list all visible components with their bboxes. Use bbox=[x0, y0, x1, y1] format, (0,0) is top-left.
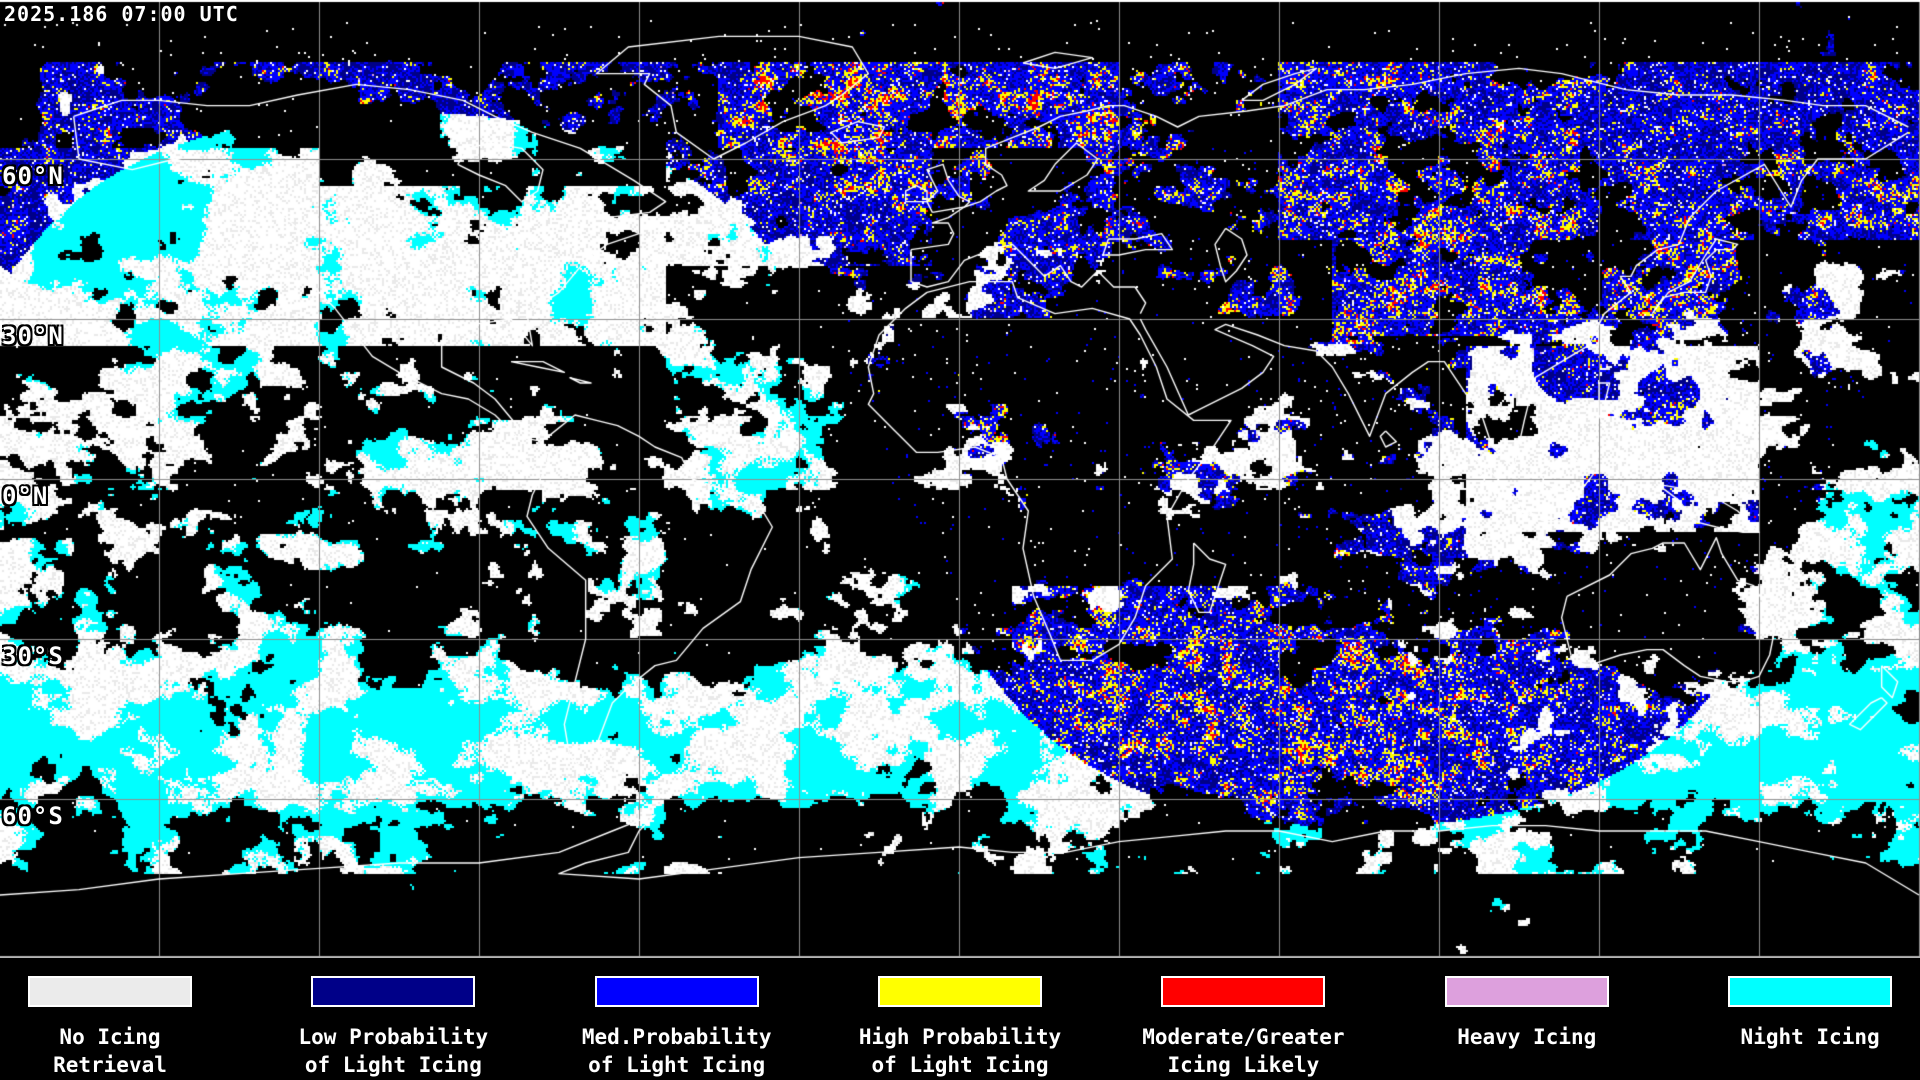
legend-label-line1: Low Probability bbox=[298, 1025, 489, 1049]
legend-item: Low Probability of Light Icing bbox=[251, 958, 535, 1079]
legend-label-line2: of Light Icing bbox=[588, 1053, 766, 1077]
legend-label: Night Icing bbox=[1668, 1023, 1920, 1051]
legend-swatch bbox=[1161, 976, 1326, 1007]
legend-label: No Icing Retrieval bbox=[0, 1023, 252, 1079]
legend-label-line1: Heavy Icing bbox=[1457, 1025, 1597, 1049]
legend-item: High Probability of Light Icing bbox=[818, 958, 1102, 1079]
legend-label: Moderate/Greater Icing Likely bbox=[1101, 1023, 1385, 1079]
legend-label-line2: of Light Icing bbox=[871, 1053, 1049, 1077]
legend-swatch bbox=[1728, 976, 1893, 1007]
legend-item: Night Icing bbox=[1668, 958, 1920, 1051]
legend-label-line1: Moderate/Greater bbox=[1142, 1025, 1345, 1049]
legend-swatch bbox=[594, 976, 759, 1007]
legend: No Icing Retrieval Low Probability of Light… bbox=[0, 958, 1920, 1080]
legend-label-line1: Med.Probability bbox=[581, 1025, 772, 1049]
legend-swatch bbox=[878, 976, 1043, 1007]
legend-item: Med.Probability of Light Icing bbox=[535, 958, 819, 1079]
legend-label: High Probability of Light Icing bbox=[818, 1023, 1102, 1079]
legend-label-line1: No Icing bbox=[59, 1025, 161, 1049]
legend-label-line1: Night Icing bbox=[1740, 1025, 1880, 1049]
latitude-label: 60°S bbox=[2, 802, 64, 830]
legend-label: Heavy Icing bbox=[1385, 1023, 1669, 1051]
latitude-label: 0°N bbox=[2, 482, 49, 510]
legend-swatch bbox=[28, 976, 192, 1007]
latitude-label: 60°N bbox=[2, 162, 64, 190]
legend-label: Low Probability of Light Icing bbox=[251, 1023, 535, 1079]
timestamp: 2025.186 07:00 UTC bbox=[4, 2, 239, 26]
legend-item: Heavy Icing bbox=[1385, 958, 1669, 1051]
legend-label-line2: of Light Icing bbox=[304, 1053, 482, 1077]
legend-swatch bbox=[1444, 976, 1609, 1007]
legend-label-line2: Icing Likely bbox=[1167, 1053, 1320, 1077]
world-icing-map bbox=[0, 0, 1920, 958]
legend-item: Moderate/Greater Icing Likely bbox=[1101, 958, 1385, 1079]
latitude-label: 30°N bbox=[2, 322, 64, 350]
legend-label: Med.Probability of Light Icing bbox=[535, 1023, 819, 1079]
legend-label-line2: Retrieval bbox=[53, 1053, 167, 1077]
latitude-label: 30°S bbox=[2, 642, 64, 670]
legend-label-line1: High Probability bbox=[858, 1025, 1062, 1049]
legend-item: No Icing Retrieval bbox=[0, 958, 252, 1079]
legend-swatch bbox=[311, 976, 476, 1007]
